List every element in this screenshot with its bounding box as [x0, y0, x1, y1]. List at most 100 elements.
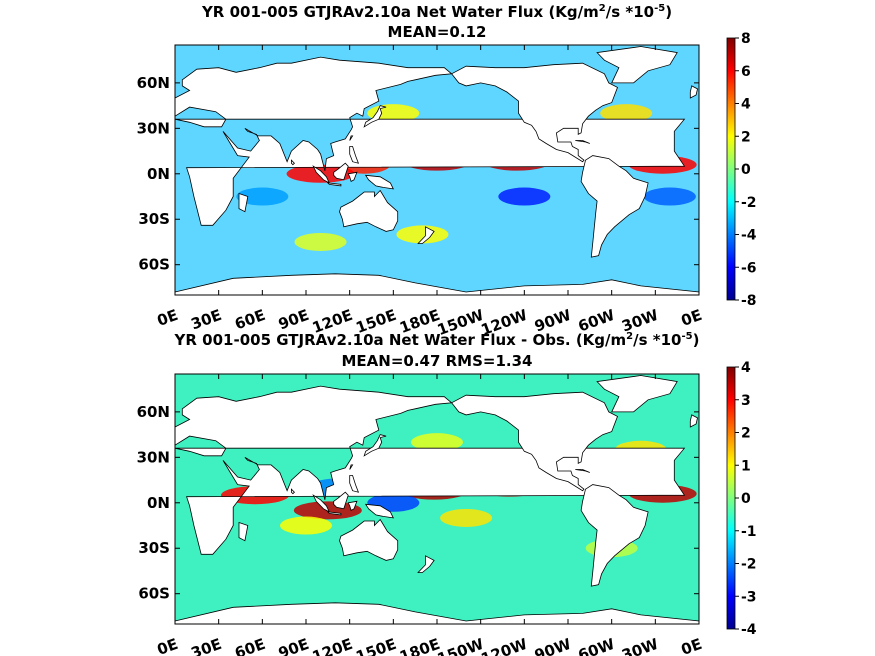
p2-colorbar-tick-label: -4	[741, 622, 757, 638]
p1-y-tick-label: 60S	[138, 256, 170, 274]
p1-anomaly-13	[294, 232, 347, 251]
p1-colorbar-tick-label: 8	[741, 31, 751, 47]
p1-landmass-11	[417, 226, 435, 244]
p2-colorbar-tick-label: 4	[741, 360, 751, 376]
p2-landmass-5	[333, 491, 349, 510]
p1-landmass-5	[333, 162, 349, 181]
p2-x-tick-label: 60E	[232, 635, 267, 656]
p2-landmass-18	[349, 464, 354, 470]
p1-anomaly-7	[643, 187, 696, 206]
p1-y-tick-label: 0N	[147, 165, 170, 183]
p2-colorbar-tick-label: -2	[741, 557, 757, 573]
panel-2-subtitle: MEAN=0.47 RMS=1.34	[342, 352, 533, 370]
p2-landmass-6	[326, 511, 342, 516]
p2-colorbar-tick-label: 0	[741, 491, 751, 507]
panel-2-map	[174, 373, 700, 625]
p1-landmass-17	[290, 159, 295, 166]
p2-anomaly-7	[280, 516, 332, 535]
p2-x-tick-label: 120E	[310, 635, 355, 656]
p2-anomaly-8	[440, 508, 493, 527]
p2-y-tick-label: 60S	[138, 585, 170, 603]
p2-x-tick-label: 90W	[532, 635, 574, 656]
panel-1-colorbar-ticks: 8 6 4 2 0 -2 -4 -6 -8	[735, 31, 757, 309]
p1-x-tick-label: 30E	[189, 306, 224, 334]
p2-landmass-13	[596, 375, 678, 413]
p2-x-tick-label: 150E	[353, 635, 398, 656]
p2-landmass-17	[290, 488, 295, 495]
p1-colorbar-tick-label: 4	[741, 97, 751, 113]
p1-landmass-18	[349, 135, 354, 141]
p1-landmass-0	[174, 56, 686, 226]
p2-landmass-8	[349, 475, 360, 493]
p1-landmass-13	[596, 46, 678, 84]
p2-y-tick-label: 30N	[137, 448, 170, 466]
p2-landmass-10	[339, 518, 399, 561]
panel-2-colorbar-ticks: 4 3 2 1 0 -1 -2 -3 -4	[735, 360, 757, 638]
p2-x-tick-label: 60W	[576, 635, 618, 656]
panel-1-land	[174, 46, 700, 296]
p1-y-tick-label: 60N	[137, 74, 170, 92]
p2-landmass-3	[363, 434, 387, 457]
p2-landmass-1	[238, 521, 249, 542]
p2-colorbar-tick-label: 1	[741, 458, 751, 474]
p2-y-tick-label: 30S	[138, 539, 170, 557]
p1-colorbar-tick-label: 6	[741, 64, 751, 80]
p2-x-tick-label: 30E	[189, 635, 224, 656]
p2-landmass-12	[450, 391, 619, 492]
p2-y-tick-label: 60N	[137, 403, 170, 421]
p1-landmass-3	[363, 105, 387, 128]
p1-landmass-6	[326, 182, 342, 187]
p2-anomaly-11	[411, 433, 463, 452]
p2-colorbar-tick-label: -3	[741, 589, 757, 605]
panel-1-colorbar: 8 6 4 2 0 -2 -4 -6 -8	[726, 31, 757, 309]
p2-x-tick-label: 90E	[276, 635, 311, 656]
p2-landmass-0	[174, 385, 686, 555]
panel-2: YR 001-005 GTJRAv2.10a Net Water Flux - …	[137, 331, 757, 656]
panel-1-title: YR 001-005 GTJRAv2.10a Net Water Flux (K…	[201, 3, 672, 21]
p1-anomaly-5	[236, 187, 289, 206]
p1-landmass-1	[238, 192, 249, 213]
panel-1-colorbar-scale	[726, 37, 736, 301]
p1-colorbar-tick-label: -6	[741, 260, 757, 276]
p1-y-tick-label: 30N	[137, 119, 170, 137]
p1-landmass-7	[364, 174, 394, 190]
p2-x-tick-label: 120W	[479, 635, 531, 656]
p1-colorbar-tick-label: 2	[741, 129, 751, 145]
p2-colorbar-tick-label: -1	[741, 524, 757, 540]
p1-landmass-8	[349, 146, 360, 164]
p2-colorbar-tick-label: 3	[741, 393, 751, 409]
p1-anomaly-6	[498, 187, 551, 206]
p1-landmass-9	[347, 171, 358, 182]
p1-anomaly-12	[396, 225, 449, 244]
panel-2-colorbar: 4 3 2 1 0 -1 -2 -3 -4	[726, 360, 757, 638]
p2-landmass-11	[417, 555, 435, 573]
p2-x-tick-label: 0E	[155, 635, 181, 656]
p1-y-tick-label: 30S	[138, 210, 170, 228]
p2-landmass-9	[347, 500, 358, 511]
panel-2-title: YR 001-005 GTJRAv2.10a Net Water Flux - …	[174, 331, 700, 349]
p1-colorbar-tick-label: 0	[741, 162, 751, 178]
p1-landmass-14	[580, 155, 649, 258]
panel-2-y-axis: 60N 30N 0N 30S 60S	[137, 403, 699, 603]
p1-x-tick-label: 0E	[155, 306, 181, 330]
p2-landmass-7	[364, 503, 394, 519]
p1-landmass-16	[575, 140, 590, 144]
panel-1: YR 001-005 GTJRAv2.10a Net Water Flux (K…	[137, 3, 757, 339]
panel-1-subtitle: MEAN=0.12	[388, 23, 487, 41]
p2-colorbar-tick-label: 2	[741, 426, 751, 442]
p2-x-tick-label: 30W	[619, 635, 661, 656]
panel-2-land	[174, 375, 700, 625]
p1-x-tick-label: 0E	[679, 306, 705, 330]
p2-y-tick-label: 0N	[147, 494, 170, 512]
p1-colorbar-tick-label: -4	[741, 228, 757, 244]
panel-1-y-axis: 60N 30N 0N 30S 60S	[137, 74, 699, 274]
panel-2-colorbar-scale	[726, 366, 736, 630]
p1-anomaly-11	[600, 104, 653, 123]
p1-landmass-2	[689, 85, 698, 99]
p1-landmass-12	[450, 62, 619, 163]
p2-x-tick-label: 0E	[679, 635, 705, 656]
p1-colorbar-tick-label: -8	[741, 293, 757, 309]
p1-x-tick-label: 60E	[232, 306, 267, 334]
panel-1-map	[174, 44, 700, 296]
